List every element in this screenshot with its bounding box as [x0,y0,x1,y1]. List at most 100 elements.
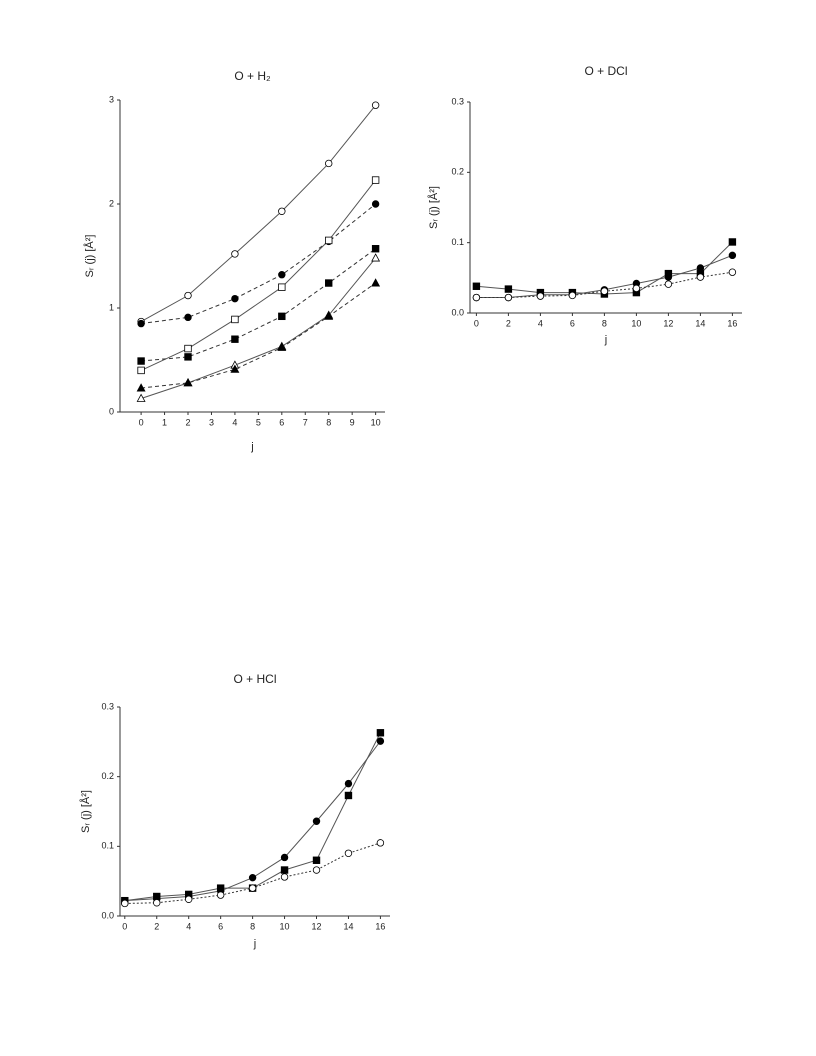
marker [728,238,737,246]
chart-title: O + DCl [584,64,627,78]
series-line [141,248,376,362]
x-tick-label: 10 [371,417,381,427]
y-tick-label: 0.0 [101,910,114,920]
x-tick-label: 5 [256,417,261,427]
marker [184,313,192,322]
x-tick-label: 16 [375,921,385,931]
marker [136,383,146,392]
marker [153,899,161,907]
marker [278,271,286,279]
y-axis-label: Sᵣ (j) [Å²] [79,790,92,833]
marker [504,285,513,293]
x-tick-label: 8 [326,417,331,427]
marker [376,729,385,737]
marker [344,779,353,788]
x-axis-label: j [604,334,607,346]
marker [184,353,192,361]
x-tick-label: 4 [186,921,191,931]
marker [312,866,321,874]
marker [696,264,705,272]
marker [472,282,481,290]
chart-panel: O + H₂ j Sᵣ (j) [Å²] 0 1 2 3 0 1 2 3 4 5 6 7 8 9 10 [83,69,385,453]
x-tick-label: 10 [280,921,290,931]
x-tick-label: 3 [209,417,214,427]
marker [312,817,321,825]
marker [371,200,380,208]
marker [371,176,380,184]
x-tick-label: 14 [695,318,705,328]
x-tick-label: 2 [186,417,191,427]
x-tick-label: 4 [538,318,543,328]
x-tick-label: 8 [250,921,255,931]
marker [376,839,385,847]
x-tick-label: 14 [343,921,353,931]
marker [248,873,257,882]
series-line [141,282,376,389]
marker [664,280,673,288]
marker [280,853,289,862]
x-axis-label: j [253,938,256,950]
marker [183,378,193,387]
marker [231,335,239,343]
marker [278,283,286,291]
marker [376,737,385,745]
marker [344,791,353,800]
marker [664,273,673,281]
y-axis-label: Sᵣ (j) [Å²] [83,235,96,278]
marker [280,866,289,874]
marker [504,293,513,302]
y-tick-label: 2 [109,198,114,208]
x-tick-label: 2 [154,921,159,931]
marker [121,899,129,908]
marker [248,884,257,892]
x-tick-label: 10 [631,318,641,328]
series-line [124,842,381,904]
marker [568,291,577,300]
marker [632,284,641,293]
marker [728,251,737,260]
marker [371,253,381,262]
marker [344,849,353,857]
series-line [140,104,377,322]
x-tick-label: 2 [506,318,511,328]
x-tick-label: 4 [232,417,237,427]
marker [371,245,380,253]
chart-title: O + HCl [233,672,276,686]
marker [280,873,289,881]
marker [231,250,239,258]
x-tick-label: 8 [602,318,607,328]
x-tick-label: 7 [303,417,308,427]
x-tick-label: 16 [727,318,737,328]
marker [371,101,380,109]
y-tick-label: 0.1 [101,841,114,851]
marker [278,207,286,215]
y-tick-label: 1 [109,302,114,312]
marker [231,315,239,324]
marker [184,344,192,353]
series-line [140,179,377,371]
marker [696,273,705,281]
marker [216,891,225,899]
marker [325,279,333,287]
marker [277,342,287,351]
x-tick-label: 6 [218,921,223,931]
marker [231,294,239,303]
y-axis-label: Sᵣ (j) [Å²] [427,186,440,229]
marker [184,895,193,903]
marker [136,393,146,402]
x-tick-label: 12 [663,318,673,328]
x-tick-label: 0 [139,417,144,427]
y-tick-label: 0.2 [101,771,114,781]
x-tick-label: 6 [279,417,284,427]
x-tick-label: 9 [350,417,355,427]
marker [472,293,481,302]
marker [137,319,145,328]
marker [536,292,545,300]
x-tick-label: 0 [122,921,127,931]
marker [600,287,609,295]
marker [137,357,145,365]
x-tick-label: 6 [570,318,575,328]
chart-title: O + H₂ [234,69,271,83]
